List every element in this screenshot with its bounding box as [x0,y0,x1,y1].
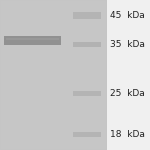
Bar [73,12,101,19]
Bar [6,38,59,40]
Text: 25  kDa: 25 kDa [110,89,144,98]
Text: 45  kDa: 45 kDa [110,11,144,20]
Bar [0,0,107,150]
Bar [1,1,106,149]
Text: 18  kDa: 18 kDa [110,130,145,139]
Bar [73,42,101,47]
Bar [73,91,101,96]
Text: 35  kDa: 35 kDa [110,40,145,49]
Bar [4,36,60,45]
Bar [73,132,101,137]
